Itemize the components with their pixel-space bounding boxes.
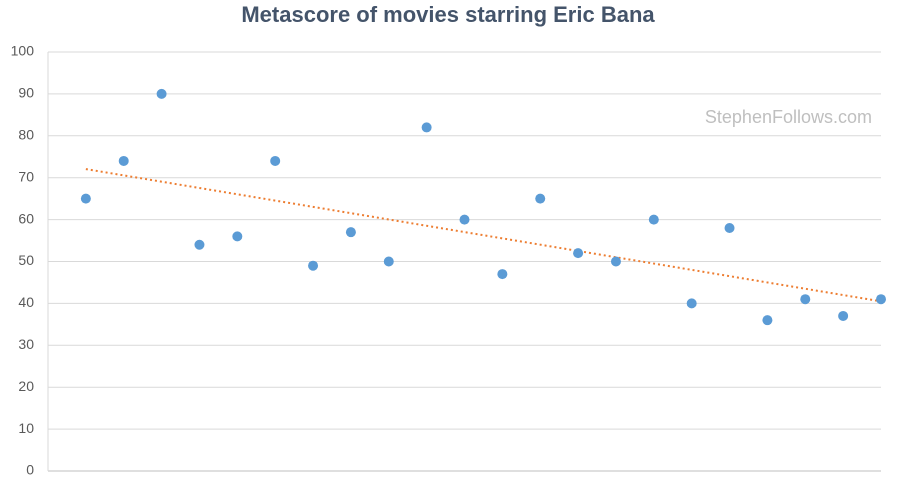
y-tick-label: 30 — [18, 336, 34, 352]
point — [118, 155, 129, 166]
point — [345, 227, 356, 238]
point — [724, 222, 735, 233]
y-tick-label: 70 — [18, 168, 34, 184]
point — [535, 193, 546, 204]
y-tick-label: 60 — [18, 210, 34, 226]
trend-line — [85, 168, 882, 303]
point — [497, 269, 508, 280]
y-tick-label: 80 — [18, 127, 34, 143]
point — [80, 193, 91, 204]
point — [686, 298, 697, 309]
y-tick-label: 20 — [18, 378, 34, 394]
point — [648, 214, 659, 225]
point — [383, 256, 394, 267]
point — [876, 294, 886, 305]
point — [194, 239, 205, 250]
point — [459, 214, 470, 225]
watermark: StephenFollows.com — [705, 107, 872, 127]
point — [232, 231, 243, 242]
y-tick-label: 0 — [26, 462, 34, 478]
chart-title: Metascore of movies starring Eric Bana — [241, 2, 655, 27]
point — [421, 122, 432, 133]
y-tick-label: 10 — [18, 420, 34, 436]
y-tick-label: 50 — [18, 252, 34, 268]
point — [800, 294, 811, 305]
point — [270, 155, 281, 166]
point — [610, 256, 621, 267]
point — [573, 248, 584, 259]
point — [838, 310, 849, 321]
y-tick-label: 90 — [18, 85, 34, 101]
y-tick-label: 100 — [11, 43, 35, 59]
point — [156, 88, 167, 99]
y-tick-label: 40 — [18, 294, 34, 310]
point — [308, 260, 319, 271]
point — [762, 315, 773, 326]
